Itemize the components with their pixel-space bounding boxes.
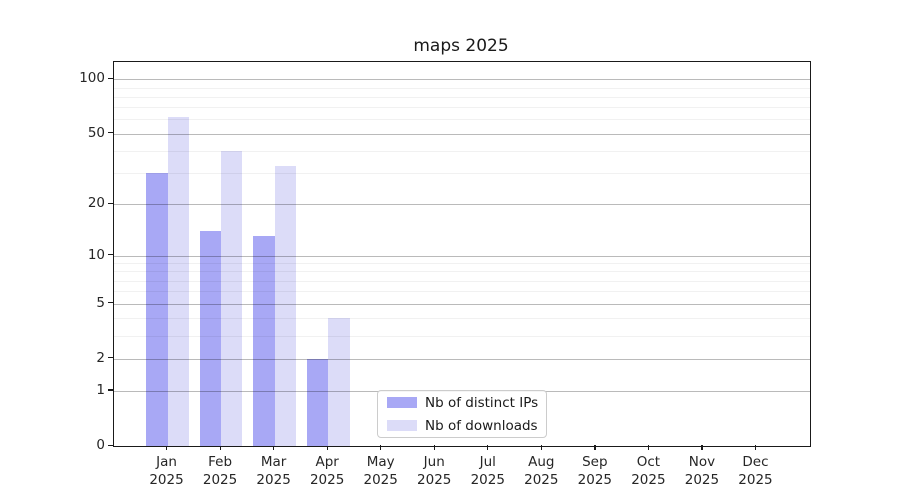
legend: Nb of distinct IPs Nb of downloads <box>377 390 547 438</box>
y-tick-label: 20 <box>87 195 105 212</box>
x-tick-label: May 2025 <box>363 454 398 488</box>
bar-downloads-feb <box>221 151 243 446</box>
y-tick-mark <box>108 357 113 359</box>
y-tick-mark <box>108 202 113 204</box>
bars-layer <box>114 62 810 446</box>
legend-label-distinct-ips: Nb of distinct IPs <box>425 394 539 411</box>
bar-distinct-ips-mar <box>253 236 275 446</box>
x-tick-mark <box>273 445 275 450</box>
legend-row: Nb of distinct IPs <box>387 394 539 411</box>
x-tick-label: Nov 2025 <box>684 454 720 488</box>
y-tick-mark <box>108 77 113 80</box>
bar-downloads-jan <box>167 116 189 446</box>
bar-distinct-ips-jan <box>146 173 168 446</box>
y-tick-mark <box>108 132 113 134</box>
x-tick-label: Jan 2025 <box>149 454 184 488</box>
x-tick-label: Jul 2025 <box>470 454 505 488</box>
y-tick-label: 100 <box>79 70 105 87</box>
x-tick-mark <box>754 445 757 450</box>
x-tick-mark <box>380 445 382 450</box>
x-tick-label: Sep 2025 <box>577 454 613 488</box>
bar-distinct-ips-feb <box>199 230 222 446</box>
y-tick-label: 0 <box>96 437 105 453</box>
y-tick-label: 50 <box>87 124 105 141</box>
bar-downloads-mar <box>274 165 296 446</box>
legend-label-downloads: Nb of downloads <box>425 417 538 434</box>
x-tick-mark <box>701 445 703 450</box>
legend-swatch-downloads <box>387 420 417 431</box>
x-tick-label: Jun 2025 <box>417 454 452 488</box>
x-tick-label: Apr 2025 <box>309 454 345 488</box>
y-tick-label: 2 <box>96 349 105 366</box>
x-tick-mark <box>326 445 328 450</box>
x-tick-mark <box>166 445 168 450</box>
y-tick-mark <box>108 389 113 391</box>
x-tick-mark <box>219 445 221 450</box>
legend-row: Nb of downloads <box>387 417 538 434</box>
bar-distinct-ips-apr <box>306 358 329 446</box>
y-tick-mark <box>108 254 113 256</box>
x-tick-mark <box>487 445 489 450</box>
x-tick-label: Dec 2025 <box>738 454 773 488</box>
y-tick-label: 5 <box>96 294 105 311</box>
x-tick-label: Mar 2025 <box>256 454 291 488</box>
y-tick-mark <box>108 302 113 304</box>
x-tick-mark <box>433 445 435 450</box>
chart-title: maps 2025 <box>413 36 509 56</box>
x-tick-mark <box>647 445 650 450</box>
y-tick-label: 1 <box>96 381 105 398</box>
bar-downloads-apr <box>328 318 350 446</box>
y-tick-mark <box>108 444 113 446</box>
legend-swatch-distinct-ips <box>387 397 417 408</box>
x-tick-mark <box>594 445 596 450</box>
x-tick-mark <box>540 445 542 450</box>
x-tick-label: Aug 2025 <box>524 454 559 488</box>
x-tick-label: Oct 2025 <box>631 454 666 488</box>
x-tick-label: Feb 2025 <box>202 454 238 488</box>
y-tick-label: 10 <box>87 246 105 263</box>
